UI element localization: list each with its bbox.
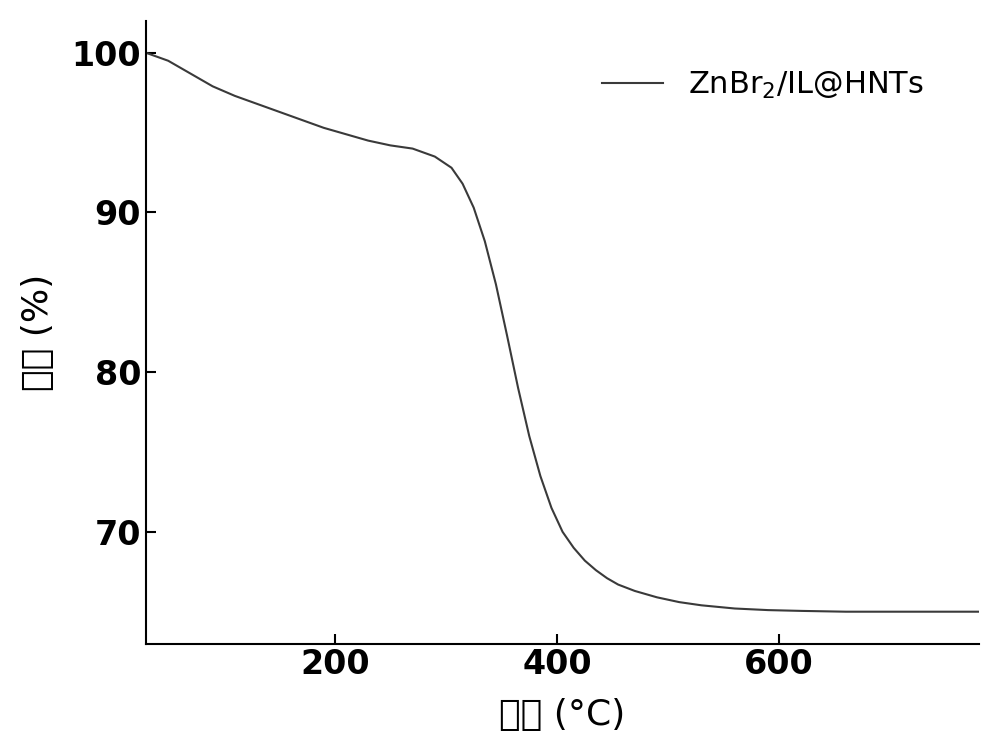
ZnBr$_2$/IL@HNTs <box>973 607 985 616</box>
ZnBr$_2$/IL@HNTs <box>729 604 741 613</box>
ZnBr$_2$/IL@HNTs <box>523 431 535 441</box>
ZnBr$_2$/IL@HNTs <box>929 607 941 616</box>
ZnBr$_2$/IL@HNTs <box>184 69 196 78</box>
ZnBr$_2$/IL@HNTs <box>273 108 285 117</box>
ZnBr$_2$/IL@HNTs <box>501 331 513 340</box>
ZnBr$_2$/IL@HNTs <box>340 130 352 139</box>
ZnBr$_2$/IL@HNTs <box>579 556 591 565</box>
ZnBr$_2$/IL@HNTs <box>296 115 308 124</box>
ZnBr$_2$/IL@HNTs <box>468 203 480 212</box>
ZnBr$_2$/IL@HNTs <box>384 141 396 150</box>
ZnBr$_2$/IL@HNTs <box>840 607 852 616</box>
ZnBr$_2$/IL@HNTs <box>162 56 174 66</box>
ZnBr$_2$/IL@HNTs <box>407 144 419 153</box>
ZnBr$_2$/IL@HNTs <box>534 471 546 480</box>
ZnBr$_2$/IL@HNTs <box>490 280 502 289</box>
ZnBr$_2$/IL@HNTs <box>229 91 241 100</box>
ZnBr$_2$/IL@HNTs <box>557 527 569 536</box>
ZnBr$_2$/IL@HNTs <box>601 574 613 583</box>
ZnBr$_2$/IL@HNTs <box>545 504 557 513</box>
ZnBr$_2$/IL@HNTs <box>251 99 263 108</box>
Y-axis label: 失重 (%): 失重 (%) <box>21 273 55 391</box>
ZnBr$_2$/IL@HNTs <box>568 544 580 553</box>
ZnBr$_2$/IL@HNTs <box>140 48 152 57</box>
ZnBr$_2$/IL@HNTs <box>362 136 374 145</box>
ZnBr$_2$/IL@HNTs <box>318 123 330 133</box>
ZnBr$_2$/IL@HNTs <box>429 152 441 161</box>
ZnBr$_2$/IL@HNTs <box>795 606 807 615</box>
ZnBr$_2$/IL@HNTs <box>629 587 641 596</box>
Legend: ZnBr$_2$/IL@HNTs: ZnBr$_2$/IL@HNTs <box>587 55 939 117</box>
ZnBr$_2$/IL@HNTs <box>884 607 896 616</box>
ZnBr$_2$/IL@HNTs <box>457 179 469 188</box>
ZnBr$_2$/IL@HNTs <box>673 598 685 607</box>
ZnBr$_2$/IL@HNTs <box>479 236 491 245</box>
ZnBr$_2$/IL@HNTs <box>651 593 663 602</box>
ZnBr$_2$/IL@HNTs <box>512 383 524 392</box>
ZnBr$_2$/IL@HNTs <box>762 605 774 614</box>
X-axis label: 温度 (°C): 温度 (°C) <box>499 698 626 732</box>
ZnBr$_2$/IL@HNTs <box>445 163 457 172</box>
ZnBr$_2$/IL@HNTs <box>207 82 219 91</box>
ZnBr$_2$/IL@HNTs <box>695 601 707 610</box>
ZnBr$_2$/IL@HNTs <box>612 580 624 589</box>
Line: ZnBr$_2$/IL@HNTs: ZnBr$_2$/IL@HNTs <box>146 53 979 611</box>
ZnBr$_2$/IL@HNTs <box>590 566 602 575</box>
